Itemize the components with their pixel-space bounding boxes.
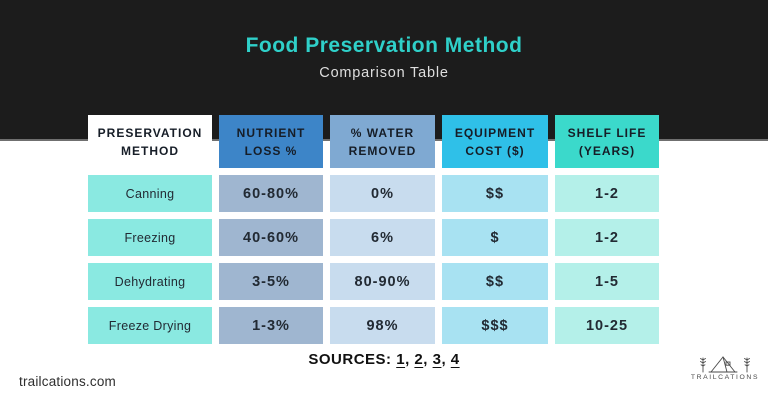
page-title: Food Preservation Method <box>245 34 523 57</box>
header-line: EQUIPMENT <box>454 125 536 140</box>
table-cell-water-removed: 0% <box>330 175 435 212</box>
sources-label: SOURCES: <box>308 351 392 368</box>
header-line: LOSS % <box>244 143 298 158</box>
column-header-nutrient-loss: NUTRIENT LOSS % <box>219 115 323 168</box>
brand-logo: TRAILCATIONS <box>690 355 760 381</box>
source-link-2[interactable]: 2 <box>414 351 424 368</box>
table-cell-shelf-life: 1-2 <box>555 175 659 212</box>
header-line: SHELF LIFE <box>567 125 647 140</box>
table-cell-nutrient-loss: 60-80% <box>219 175 323 212</box>
table-cell-water-removed: 6% <box>330 219 435 256</box>
comparison-table: PRESERVATION METHOD NUTRIENT LOSS % % WA… <box>88 115 659 344</box>
table-cell-equipment-cost: $$$ <box>442 307 548 344</box>
table-cell-shelf-life: 10-25 <box>555 307 659 344</box>
source-link-4[interactable]: 4 <box>450 351 460 368</box>
table-cell-nutrient-loss: 3-5% <box>219 263 323 300</box>
column-header-water-removed: % WATER REMOVED <box>330 115 435 168</box>
table-cell-method: Dehydrating <box>88 263 212 300</box>
source-link-3[interactable]: 3 <box>432 351 442 368</box>
header-line: COST ($) <box>465 143 525 158</box>
source-separator: , <box>441 351 451 368</box>
column-header-shelf-life: SHELF LIFE (YEARS) <box>555 115 659 168</box>
brand-name: TRAILCATIONS <box>690 374 760 381</box>
table-cell-water-removed: 80-90% <box>330 263 435 300</box>
header-line: % WATER <box>350 125 415 140</box>
source-separator: , <box>405 351 415 368</box>
table-cell-method: Freezing <box>88 219 212 256</box>
table-cell-water-removed: 98% <box>330 307 435 344</box>
header-line: (YEARS) <box>578 143 636 158</box>
header-line: PRESERVATION <box>97 125 203 140</box>
header-line: METHOD <box>121 143 179 158</box>
website-url: trailcations.com <box>19 374 116 389</box>
header-line: REMOVED <box>348 143 417 158</box>
sources-line: SOURCES: 1, 2, 3, 4 <box>0 351 768 368</box>
table-cell-shelf-life: 1-5 <box>555 263 659 300</box>
tent-camp-icon <box>700 356 750 373</box>
source-separator: , <box>423 351 433 368</box>
column-header-preservation-method: PRESERVATION METHOD <box>88 115 212 168</box>
table-cell-nutrient-loss: 1-3% <box>219 307 323 344</box>
table-cell-equipment-cost: $ <box>442 219 548 256</box>
table-cell-nutrient-loss: 40-60% <box>219 219 323 256</box>
table-cell-equipment-cost: $$ <box>442 175 548 212</box>
column-header-equipment-cost: EQUIPMENT COST ($) <box>442 115 548 168</box>
table-cell-method: Canning <box>88 175 212 212</box>
table-cell-shelf-life: 1-2 <box>555 219 659 256</box>
page-subtitle: Comparison Table <box>319 65 449 81</box>
header-line: NUTRIENT <box>236 125 306 140</box>
source-link-1[interactable]: 1 <box>396 351 406 368</box>
table-cell-method: Freeze Drying <box>88 307 212 344</box>
table-cell-equipment-cost: $$ <box>442 263 548 300</box>
